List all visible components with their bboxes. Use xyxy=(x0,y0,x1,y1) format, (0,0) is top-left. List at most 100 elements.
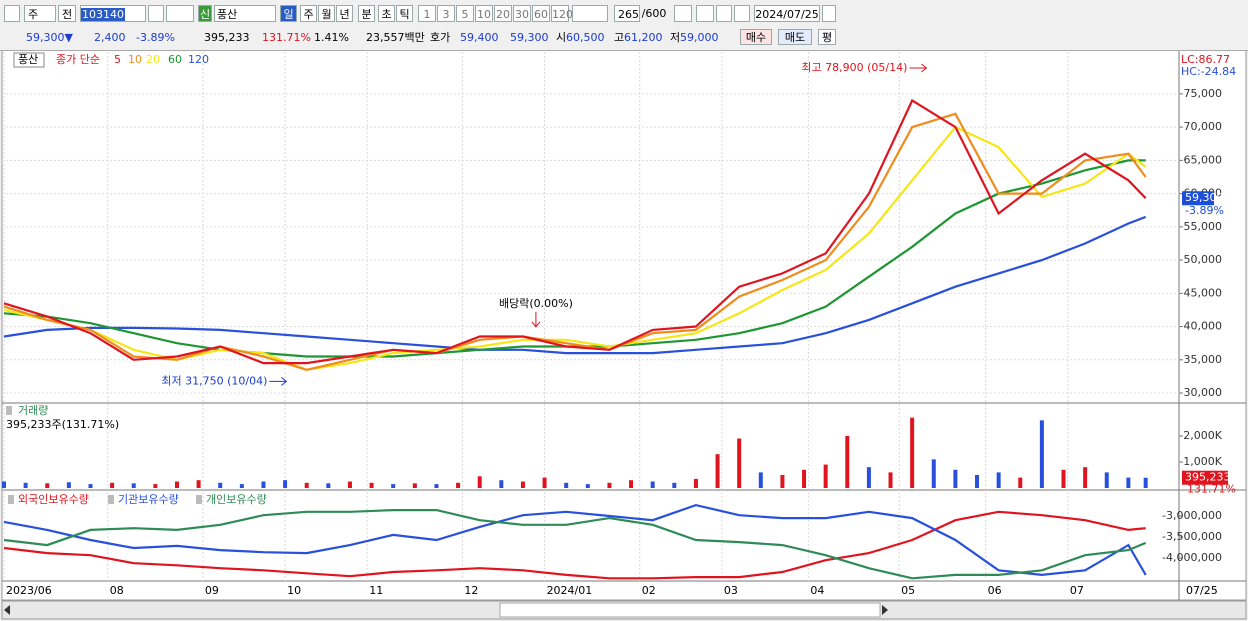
market-select[interactable]: 주 xyxy=(24,5,56,22)
period-button[interactable]: 일 xyxy=(280,5,297,22)
series-line xyxy=(3,509,1147,580)
save-icon[interactable] xyxy=(716,5,732,22)
legend-entry: 60 xyxy=(168,53,182,66)
volume-bar xyxy=(607,482,612,488)
volume-bar xyxy=(823,464,828,488)
mode-button[interactable]: 전 xyxy=(58,5,76,22)
x-tick-label: 2023/06 xyxy=(6,584,52,597)
date-input[interactable]: 2024/07/25 xyxy=(754,5,820,22)
volume: 395,233 xyxy=(204,31,250,44)
y-tick-label: 55,000 xyxy=(1184,220,1223,233)
code-text: 103140 xyxy=(81,8,125,21)
scroll-thumb[interactable] xyxy=(499,602,881,618)
x-tick-label: 03 xyxy=(724,584,738,597)
legend-entry: 외국인보유수량 xyxy=(18,493,89,506)
interval-button[interactable]: 3 xyxy=(437,5,455,22)
interval-button[interactable]: 30 xyxy=(513,5,531,22)
x-tick-label: 05 xyxy=(901,584,915,597)
volume-bar xyxy=(1126,477,1131,488)
legend-marker xyxy=(108,495,114,504)
volume-bar xyxy=(23,482,28,488)
period-button[interactable]: 월 xyxy=(318,5,335,22)
volume-bar xyxy=(153,484,158,488)
volume-bar xyxy=(434,484,439,488)
volume-bar xyxy=(650,481,655,488)
x-tick-label: 09 xyxy=(205,584,219,597)
volume-bar xyxy=(1143,477,1148,488)
buy-button[interactable]: 매수 xyxy=(740,29,772,45)
amount: 23,557백만 xyxy=(366,31,425,44)
volume-bar xyxy=(910,417,915,488)
volume-bar xyxy=(218,482,223,488)
interval-dropdown[interactable] xyxy=(572,5,608,22)
current-volume-box xyxy=(1182,470,1228,485)
count-input[interactable]: 265 xyxy=(614,5,640,22)
ma-line xyxy=(3,215,1147,355)
tool-icon[interactable] xyxy=(696,5,714,22)
low: 59,000 xyxy=(680,31,719,44)
y-tick-label: 45,000 xyxy=(1184,286,1223,299)
volume-bar xyxy=(845,435,850,488)
x-tick-label: 07 xyxy=(1070,584,1084,597)
chart-frame xyxy=(1,49,1247,601)
interval-button[interactable]: 60 xyxy=(532,5,550,22)
price: 59,300▼ xyxy=(26,31,73,44)
search-button[interactable] xyxy=(148,5,164,22)
volume-bar xyxy=(996,472,1001,488)
volume-bar xyxy=(369,482,374,488)
annotation: 배당락(0.00%) xyxy=(499,297,573,310)
y-tick-label: 2,000K xyxy=(1183,429,1222,442)
open-label: 시 xyxy=(556,31,567,44)
legend-entry: 기관보유수량 xyxy=(118,493,179,506)
interval-button[interactable]: 10 xyxy=(475,5,493,22)
annotation-arrow xyxy=(269,377,288,386)
period-button[interactable]: 년 xyxy=(336,5,353,22)
volume-bar xyxy=(391,484,396,488)
y-tick-label: 30,000 xyxy=(1184,386,1223,399)
volume-bar xyxy=(283,480,288,488)
interval-button[interactable]: 120 xyxy=(551,5,573,22)
volume-bar xyxy=(758,472,763,488)
period-button[interactable]: 초 xyxy=(378,5,395,22)
layout-icon[interactable] xyxy=(4,5,20,22)
volume-bar xyxy=(499,480,504,488)
volume-bar xyxy=(412,483,417,488)
panel-subtitle: 395,233주(131.71%) xyxy=(6,418,119,431)
sell-button[interactable]: 매도 xyxy=(778,29,812,45)
ma-line xyxy=(3,125,1147,371)
volume-bar xyxy=(45,483,50,488)
current-price-box xyxy=(1182,191,1214,206)
legend-marker xyxy=(196,495,202,504)
avg-button[interactable]: 평 xyxy=(818,29,836,45)
new-badge[interactable]: 신 xyxy=(198,5,212,22)
name-input[interactable]: 풍산 xyxy=(214,5,276,22)
interval-button[interactable]: 1 xyxy=(418,5,436,22)
period-button[interactable]: 분 xyxy=(358,5,375,22)
volume-bar xyxy=(1104,472,1109,488)
series-line xyxy=(3,510,1146,580)
scroll-left[interactable] xyxy=(4,605,10,615)
settings-icon[interactable] xyxy=(734,5,750,22)
period-button[interactable]: 틱 xyxy=(396,5,413,22)
code-input[interactable]: 103140 xyxy=(80,5,146,22)
legend-entry: 10 xyxy=(128,53,142,66)
period-button[interactable]: 주 xyxy=(300,5,317,22)
ask-label: 호가 xyxy=(430,31,451,44)
sound-button[interactable] xyxy=(166,5,194,22)
calendar-icon[interactable] xyxy=(822,5,836,22)
y-tick-label: 1,000K xyxy=(1183,455,1222,468)
x-tick-label: 02 xyxy=(642,584,656,597)
volume-bar xyxy=(261,481,266,488)
interval-button[interactable]: 5 xyxy=(456,5,474,22)
low-label: 저 xyxy=(670,31,681,44)
scroll-right[interactable] xyxy=(882,605,888,615)
tool-icon[interactable] xyxy=(674,5,692,22)
volume-bar xyxy=(931,459,936,488)
current-volume-pct: 131.71% xyxy=(1187,483,1236,496)
interval-button[interactable]: 20 xyxy=(494,5,512,22)
x-end-label: 07/25 xyxy=(1186,584,1218,597)
volume-bar xyxy=(1039,420,1044,488)
ma-line xyxy=(3,98,1147,365)
volume-bar xyxy=(802,469,807,488)
x-tick-label: 11 xyxy=(369,584,383,597)
